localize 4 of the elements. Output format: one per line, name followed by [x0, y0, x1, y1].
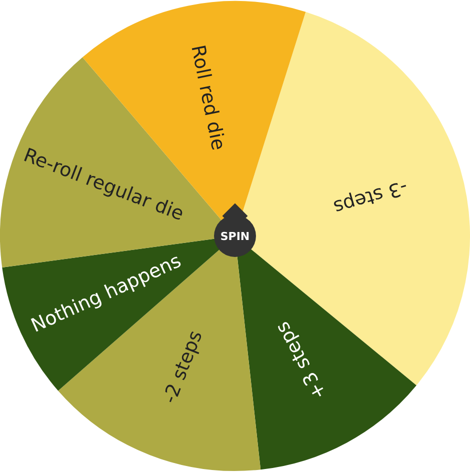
slice-label: Roll red die — [186, 43, 230, 152]
slice-label: -3 steps — [330, 176, 410, 218]
slice-label: +3 steps — [271, 318, 332, 404]
slice-label: -2 steps — [158, 328, 207, 406]
